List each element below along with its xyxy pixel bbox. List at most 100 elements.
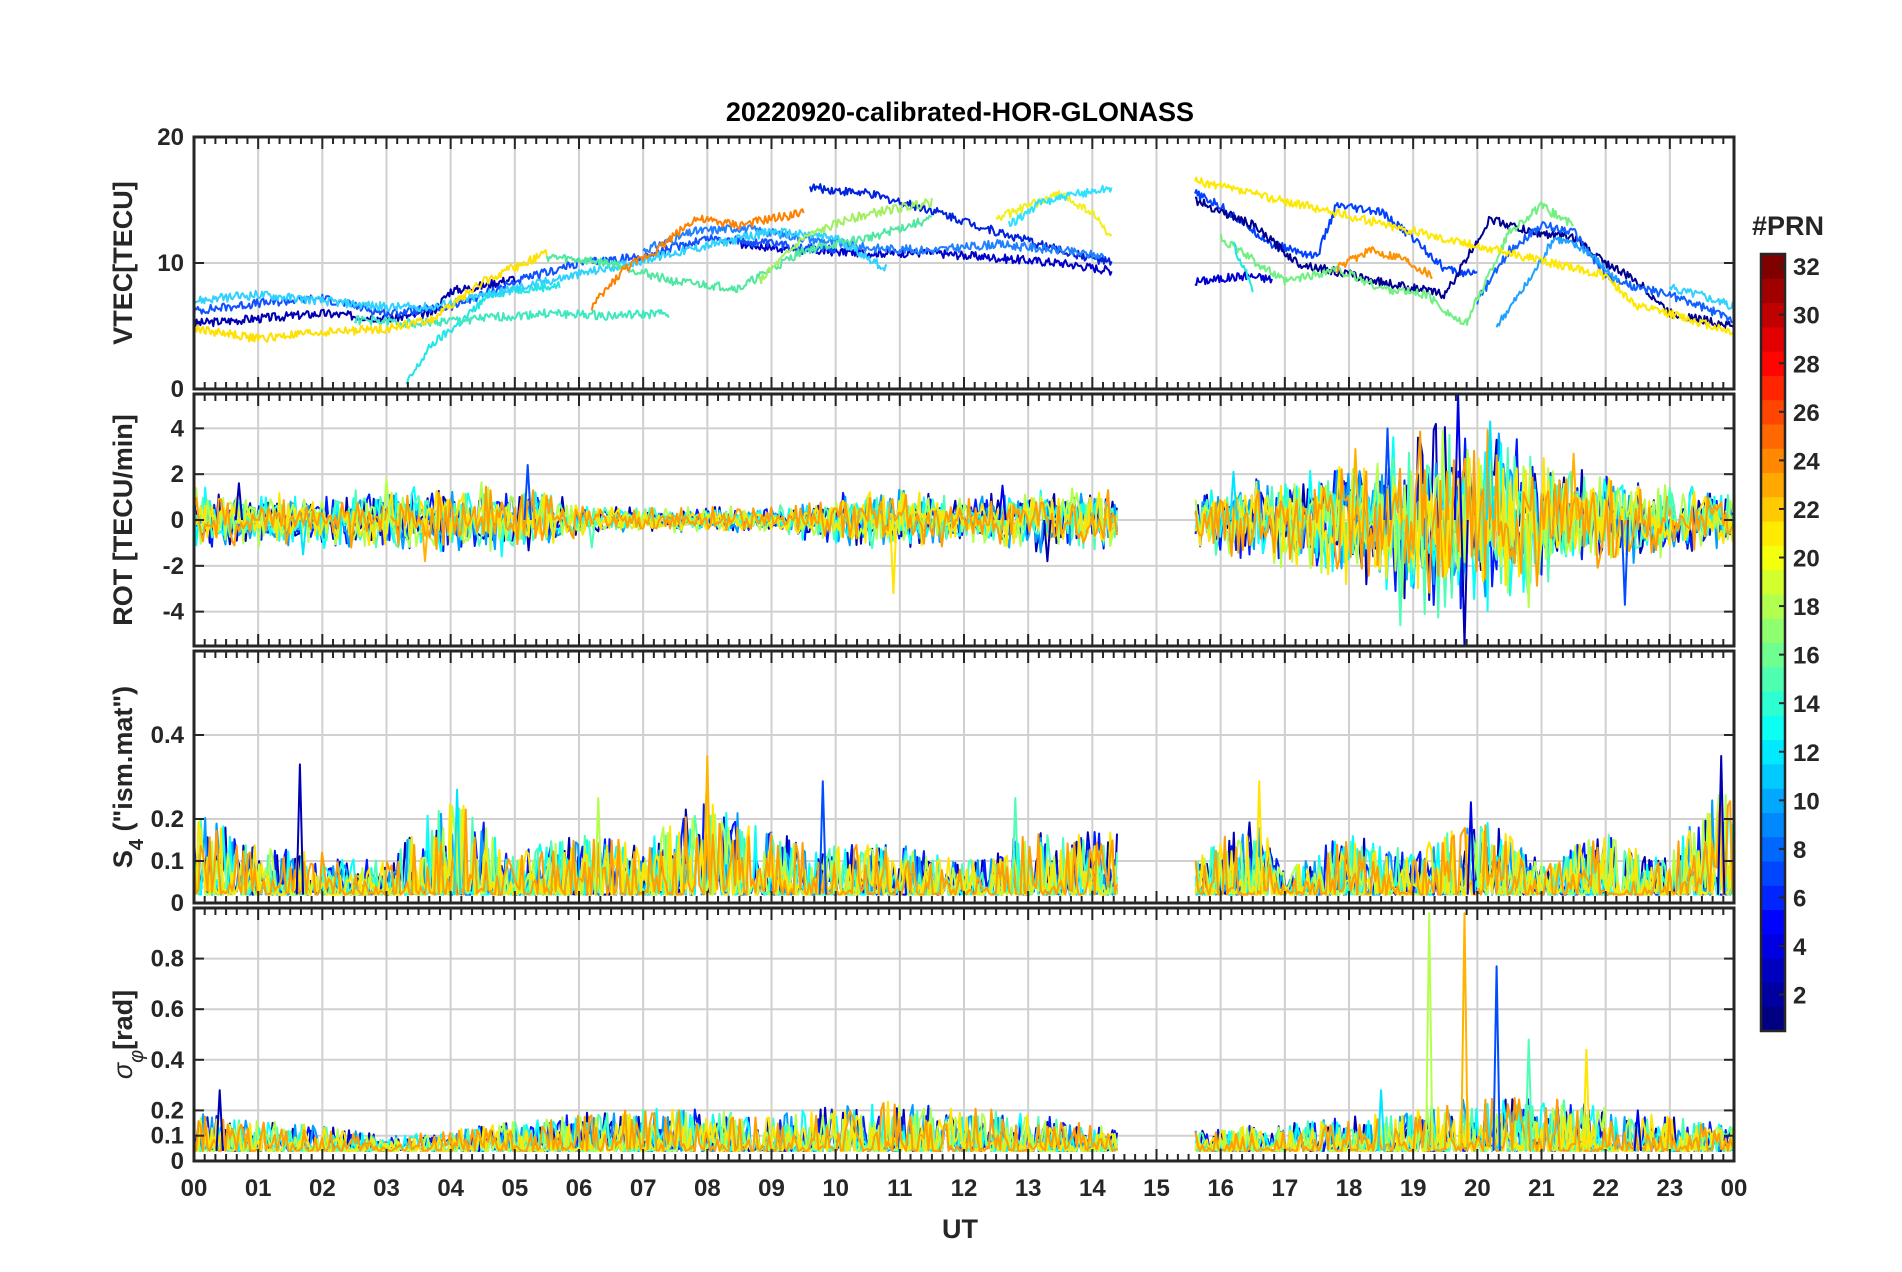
rot-spike [587,519,596,549]
rot-spike [1460,519,1469,646]
s4-spike [1717,755,1726,895]
y-tick-label: 0.1 [151,848,184,875]
colorbar-tick-label: 22 [1793,497,1820,524]
x-tick-label: 06 [566,1175,593,1202]
vtec-series-prn-11 [1007,184,1113,228]
rot-spike [889,519,898,595]
s4-spike [594,797,603,895]
colorbar-segment [1761,375,1785,401]
x-tick-label: 00 [1721,1175,1748,1202]
x-tick-label: 08 [694,1175,721,1202]
colorbar-tick-label: 10 [1793,788,1820,815]
vtec-series-prn-15 [545,214,932,294]
sigma_phi-spike [1582,1048,1591,1151]
colorbar-segment [1761,472,1785,498]
colorbar-segment [1761,763,1785,789]
colorbar-tick-label: 24 [1793,448,1820,475]
panel-sigma-phi: 00.10.2 0.4 0.6 0.8σφ[rad] [108,906,1736,1175]
vtec-series-prn-20 [194,249,548,343]
colorbar-segment [1761,666,1785,692]
vtec-series-prn-17 [757,197,933,285]
y-tick-label: 0.2 [151,806,184,833]
colorbar-segment [1761,569,1785,595]
colorbar-segment [1761,1006,1785,1032]
x-tick-label: 02 [309,1175,336,1202]
vtec-series-prn-9 [642,224,1106,261]
panel-rot: -4 -2 0 2 4 ROT [TECU/min] [108,392,1736,648]
vtec-series-prn-3 [1194,271,1273,286]
colorbar-tick-label: 30 [1793,303,1820,330]
vtec-series-prn-19 [1194,176,1734,336]
sigma_phi-spike [215,1089,224,1151]
x-tick-label: 18 [1336,1175,1363,1202]
vtec-y-axis-label: VTEC[TECU] [108,181,138,345]
x-tick-label: 23 [1656,1175,1683,1202]
s4-spike [818,780,827,895]
x-tick-label: 19 [1400,1175,1427,1202]
vtec-series-prn-22 [1336,246,1433,280]
rot-spike [1351,448,1360,521]
colorbar-segment [1761,521,1785,546]
rot-spike [1524,519,1533,609]
y-tick-label: 0 [171,507,184,534]
colorbar-tick-label: 8 [1793,837,1806,864]
y-tick-label: 0 [171,890,184,917]
s4-spike [452,788,462,895]
rot-spike [998,484,1007,521]
vtec-series-prn-6 [1194,189,1478,278]
x-axis-label: UT [942,1214,978,1244]
x-tick-label: 09 [758,1175,785,1202]
colorbar-tick-label: 2 [1793,983,1806,1010]
s4-spike [703,755,712,895]
x-tick-label: 17 [1271,1175,1298,1202]
sigma_phi-spike [1425,912,1434,1151]
s4-data [194,755,1734,896]
rot-spike [1569,452,1578,521]
vtec-series-prn-8 [1476,221,1734,324]
colorbar-segment [1761,618,1785,643]
x-tick-label: 11 [887,1175,912,1202]
colorbar-segment [1761,812,1785,838]
colorbar-tick-label: 12 [1793,740,1820,767]
y-tick-label: 20 [157,124,184,151]
rot-data [194,394,1734,646]
rot-spike [1453,394,1463,521]
s4-y-axis-label: S4 ("ism.mat") [108,686,148,868]
y-tick-label: 0.1 [151,1123,184,1150]
rot-spike [234,482,244,521]
rot-trace [194,457,1734,590]
x-tick-label: 22 [1592,1175,1619,1202]
colorbar-segment [1761,861,1785,886]
s4-spike [295,763,305,895]
colorbar-tick-label: 26 [1793,400,1820,427]
s4-spike [1466,801,1476,895]
x-tick-label: 01 [245,1175,272,1202]
colorbar-segment [1761,423,1785,449]
sigma_phi-data [194,912,1734,1152]
rot-spike [298,519,308,556]
x-tick-label: 12 [951,1175,978,1202]
colorbar-title: #PRN [1752,211,1824,241]
colorbar-segment [1761,958,1785,983]
x-axis-tick-labels: 00 01 02 03 04 05 06 07 08 09 10 11 12 13 14 15 16 17 18 19… [181,1175,1748,1202]
colorbar-segment [1761,278,1785,304]
rot-spike [1229,470,1238,521]
y-tick-label: 0.6 [151,996,184,1023]
s4-spike [1255,780,1264,895]
colorbar-segment [1761,715,1785,741]
vtec-series-prn-21 [995,190,1113,237]
rot-spike [1441,519,1450,579]
colorbar-tick-label: 18 [1793,594,1820,621]
colorbar-tick-label: 32 [1793,254,1820,281]
rot-spike [1665,486,1674,521]
colorbar-tick-label: 16 [1793,643,1820,670]
x-tick-label: 16 [1207,1175,1234,1202]
panel-vtec: 0 10 20 VTEC[TECU] [108,124,1736,403]
sigma_phi-spike [1492,965,1501,1151]
s4-trace [194,792,1734,896]
rot-spike [523,464,532,521]
vtec-series-prn-16 [1219,201,1575,326]
sigma_phi-spike [1460,912,1469,1151]
